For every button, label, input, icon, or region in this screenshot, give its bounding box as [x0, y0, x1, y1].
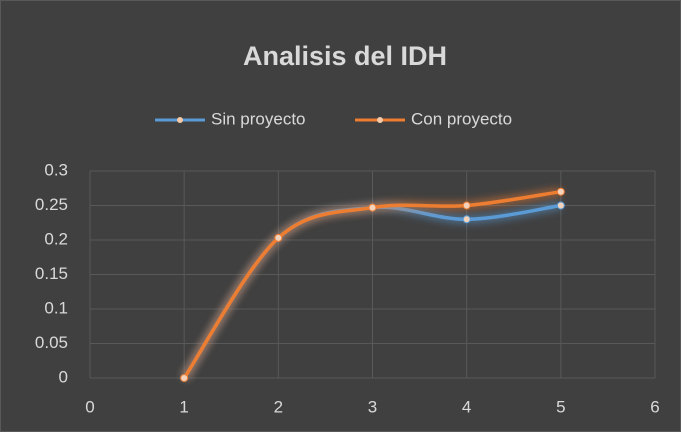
- legend-marker: [177, 117, 183, 123]
- legend-label: Sin proyecto: [211, 109, 306, 128]
- chart-title: Analisis del IDH: [243, 41, 447, 71]
- y-tick-label: 0: [59, 367, 68, 386]
- x-tick-label: 4: [462, 397, 471, 416]
- y-tick-label: 0.15: [35, 264, 68, 283]
- marker: [556, 187, 565, 196]
- marker: [462, 201, 471, 210]
- y-tick-label: 0.25: [35, 195, 68, 214]
- x-tick-label: 3: [368, 397, 377, 416]
- series-line: [182, 189, 563, 380]
- marker: [556, 201, 565, 210]
- y-tick-label: 0.05: [35, 333, 68, 352]
- marker: [274, 233, 283, 242]
- marker: [180, 374, 189, 382]
- y-tick-label: 0.1: [44, 298, 68, 317]
- x-tick-label: 5: [556, 397, 565, 416]
- x-tick-label: 0: [85, 397, 94, 416]
- y-tick-label: 0.3: [44, 160, 68, 179]
- marker: [368, 203, 377, 212]
- legend-label: Con proyecto: [411, 109, 512, 128]
- legend-marker: [377, 117, 383, 123]
- x-tick-label: 6: [650, 397, 659, 416]
- x-tick-label: 2: [274, 397, 283, 416]
- marker: [462, 215, 471, 224]
- x-tick-label: 1: [179, 397, 188, 416]
- y-tick-label: 0.2: [44, 229, 68, 248]
